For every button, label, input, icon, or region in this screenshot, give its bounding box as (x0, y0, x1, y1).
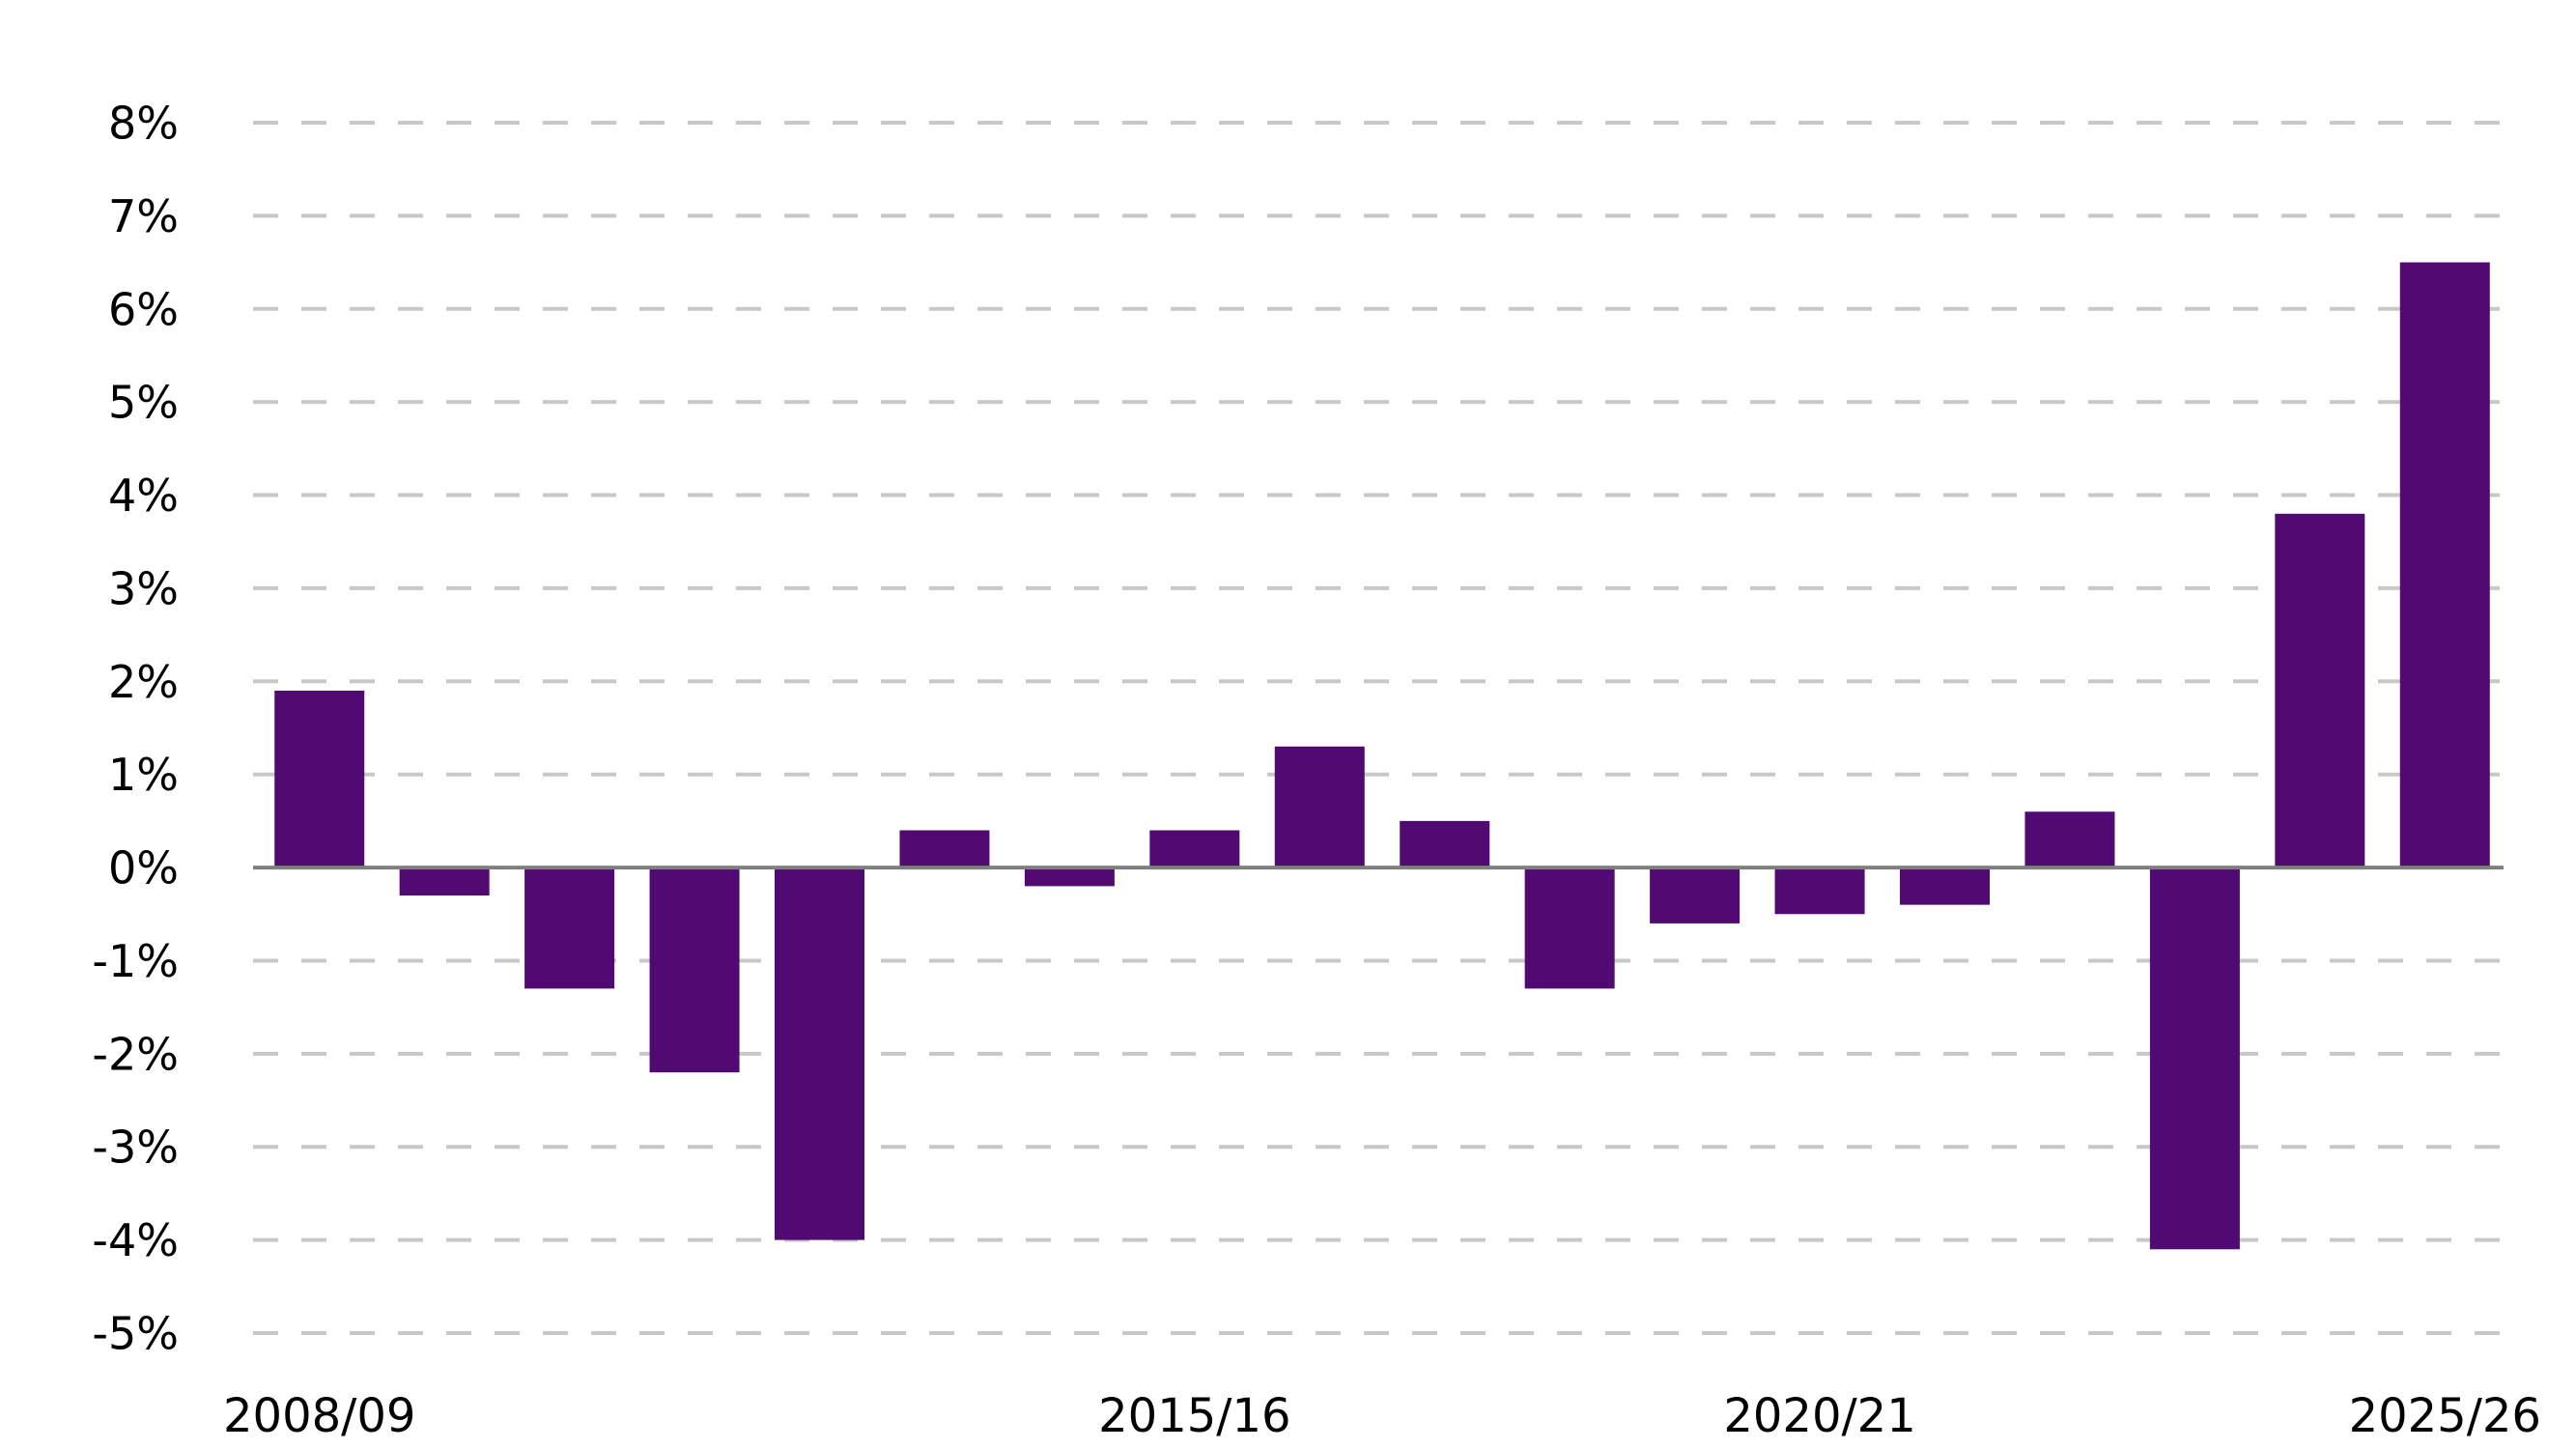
bar-2012-13 (775, 867, 864, 1240)
bar-2022-23 (2024, 811, 2115, 868)
y-tick-label: -4% (92, 1214, 179, 1266)
y-tick-label: -3% (92, 1122, 179, 1174)
gridlines (253, 121, 2504, 1335)
bar-2024-25 (2275, 513, 2365, 868)
y-tick-label: 8% (108, 98, 179, 150)
bar-2025-26 (2399, 262, 2490, 868)
y-tick-label: 7% (108, 190, 179, 242)
y-tick-label: -1% (92, 935, 179, 987)
bar-2015-16 (1149, 830, 1240, 868)
bars (274, 262, 2490, 1250)
y-tick-label: 5% (108, 377, 179, 429)
bar-2013-14 (899, 830, 990, 868)
bar-2011-12 (649, 867, 740, 1073)
bar-2019-20 (1650, 867, 1741, 923)
y-tick-label: 3% (108, 562, 179, 614)
bar-2014-15 (1024, 867, 1115, 887)
bar-2023-24 (2149, 867, 2240, 1250)
y-tick-label: 2% (108, 656, 179, 708)
bar-2017-18 (1400, 820, 1490, 868)
y-axis-ticks: 8% 7% 6% 5% 4% 3% 2% 1% 0% -1% -2% -3% -4% -5% (92, 98, 179, 1360)
x-tick-label: 2025/26 (2349, 1389, 2541, 1443)
y-tick-label: 6% (108, 283, 179, 335)
bar-2020-21 (1774, 867, 1865, 915)
y-tick-label: 4% (108, 469, 179, 522)
x-tick-label: 2020/21 (1723, 1389, 1915, 1443)
bar-2009-10 (399, 867, 490, 895)
y-tick-label: 0% (108, 842, 179, 895)
y-tick-label: -2% (92, 1028, 179, 1080)
bar-2016-17 (1274, 746, 1365, 868)
bar-2021-22 (1900, 867, 1990, 905)
x-tick-label: 2015/16 (1098, 1389, 1290, 1443)
bar-2008-09 (274, 690, 365, 868)
x-axis-ticks: 2008/09 2015/16 2020/21 2025/26 (223, 1389, 2541, 1443)
bar-2010-11 (524, 867, 615, 989)
x-tick-label: 2008/09 (223, 1389, 415, 1443)
y-tick-label: -5% (92, 1308, 179, 1360)
y-tick-label: 1% (108, 749, 179, 801)
bar-2018-19 (1524, 867, 1615, 989)
